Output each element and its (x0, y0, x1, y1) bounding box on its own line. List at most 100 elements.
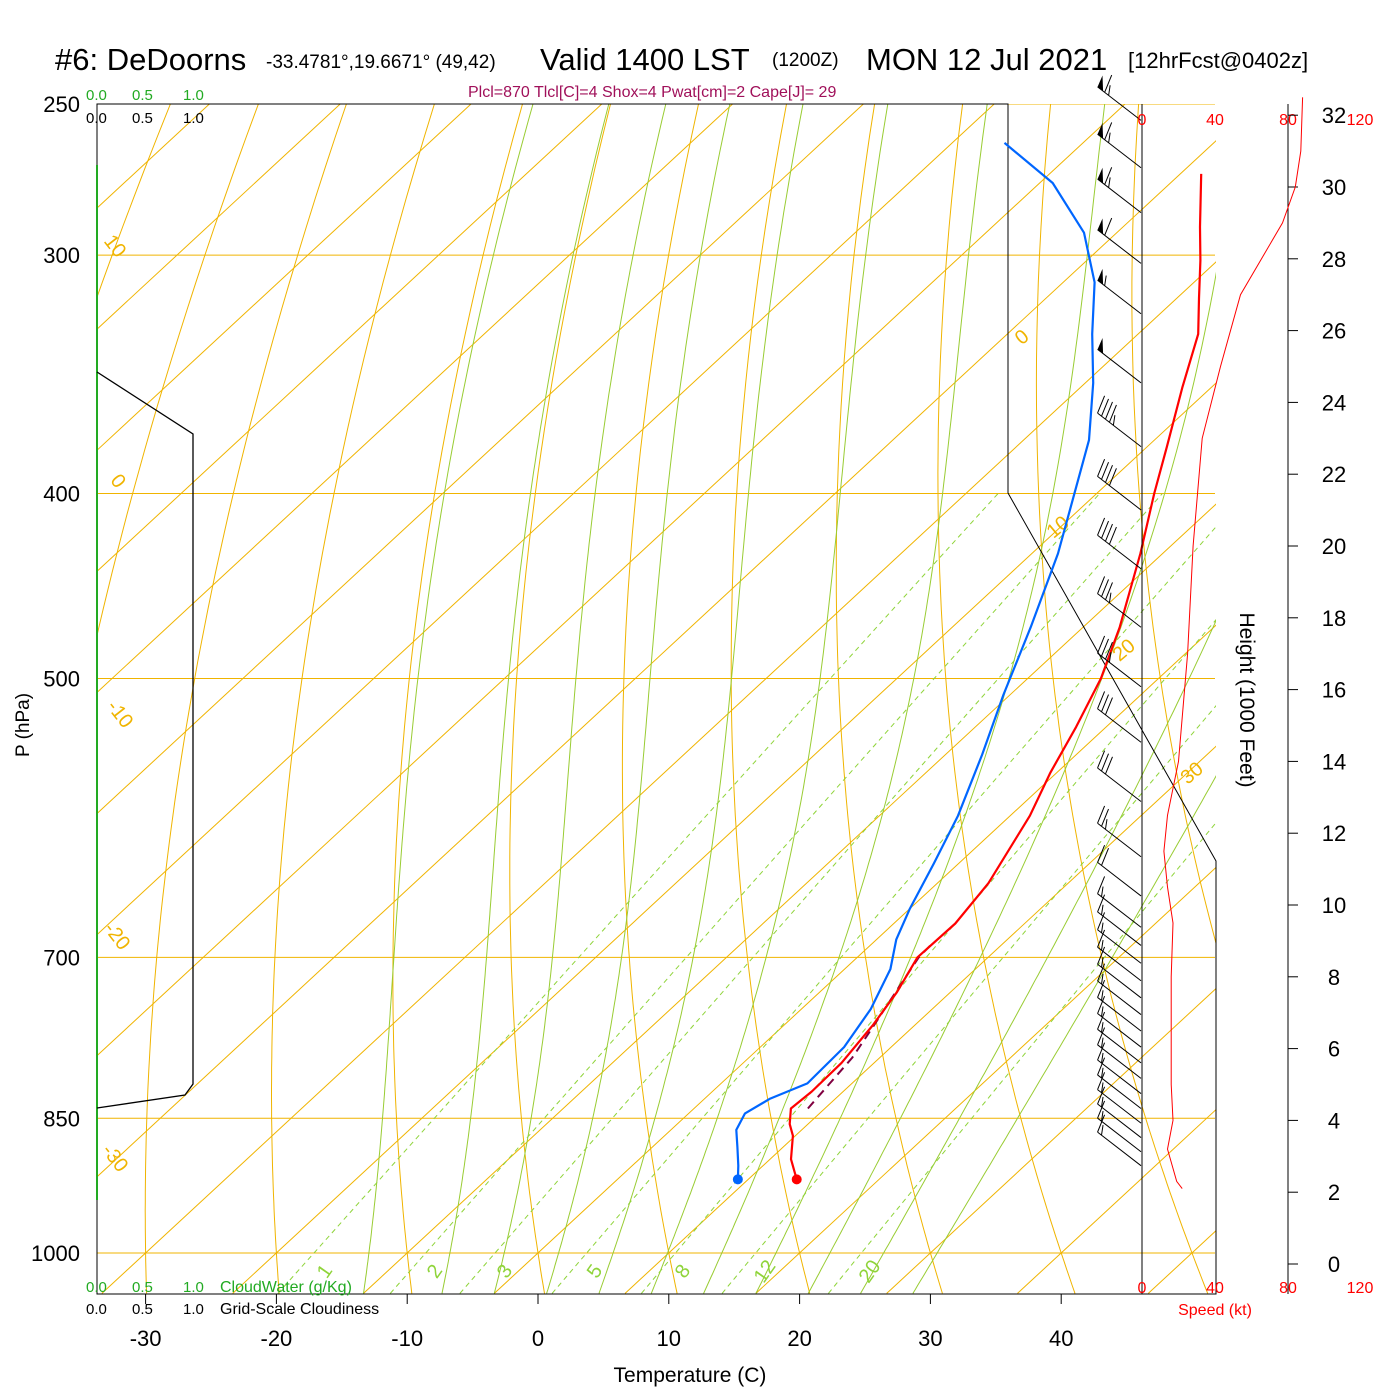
barb-feather (1104, 819, 1108, 830)
barb-pennant (1097, 167, 1104, 184)
pressure-tick-label: 400 (43, 482, 80, 507)
x-tick-label: -20 (261, 1326, 293, 1351)
barb-feather (1097, 1057, 1106, 1076)
barb-feather (1097, 517, 1106, 536)
pressure-tick-label: 850 (43, 1106, 80, 1131)
wind-barb (1097, 946, 1142, 999)
dry-adiabat-label: 0 (106, 470, 130, 492)
barb-staff (1097, 229, 1142, 264)
height-tick-label: 26 (1322, 319, 1346, 344)
barb-staff (1097, 86, 1142, 121)
isotherm-line (232, 382, 1216, 1294)
barb-feather (1097, 894, 1106, 913)
isotherm-line (1147, 1230, 1216, 1294)
barb-feather (1101, 973, 1104, 985)
isotherm-line (97, 104, 734, 694)
pressure-tick-label: 250 (43, 92, 80, 117)
height-tick-label: 30 (1322, 175, 1346, 200)
wind-barb (1097, 167, 1142, 213)
wind-barb (1097, 458, 1142, 511)
height-tick-label: 4 (1328, 1108, 1340, 1133)
barb-feather (1097, 750, 1106, 769)
wind-barb (1097, 805, 1142, 858)
barb-staff (1097, 348, 1142, 384)
isotherm-line (101, 261, 1216, 1294)
forecast-cycle: [12hrFcst@0402z] (1128, 48, 1309, 73)
barb-feather (1097, 1114, 1106, 1133)
wind-barb (1097, 1114, 1142, 1167)
barb-feather (1104, 74, 1113, 93)
isotherm-line (97, 104, 995, 936)
wind-barb (1097, 912, 1142, 964)
height-tick-label: 12 (1322, 821, 1346, 846)
barb-feather (1108, 85, 1111, 96)
forecast-date: MON 12 Jul 2021 (866, 42, 1108, 77)
cloudwater-scale-2-bottom: 1.0 (183, 1279, 204, 1296)
valid-time: Valid 1400 LST (540, 42, 750, 77)
dry-adiabat-label: 10 (99, 231, 130, 262)
barb-feather (1097, 844, 1106, 863)
barb-pennant (1097, 75, 1104, 92)
barb-feather (1108, 592, 1112, 603)
wind-barb (1097, 894, 1142, 946)
height-tick-label: 6 (1328, 1037, 1340, 1062)
wind-barb (1097, 576, 1142, 628)
x-tick-label: 20 (787, 1326, 811, 1351)
barb-feather (1104, 465, 1113, 483)
mixing-ratio-line (277, 493, 999, 1294)
barb-feather (1101, 462, 1109, 480)
wind-barb (1097, 1100, 1142, 1153)
cloudwater-label: CloudWater (g/Kg) (220, 1279, 352, 1296)
barb-feather (1097, 458, 1106, 477)
barb-feather (1097, 979, 1106, 998)
barb-feather (1104, 641, 1113, 660)
isotherm-line (886, 987, 1216, 1294)
x-tick-label: 0 (532, 1326, 544, 1351)
pressure-tick-label: 1000 (31, 1241, 80, 1266)
barb-feather (1101, 694, 1109, 712)
barb-feather (1101, 520, 1109, 539)
height-tick-label: 14 (1322, 749, 1346, 774)
wind-barb (1097, 1086, 1142, 1138)
dry-adiabat-label: -10 (102, 696, 137, 732)
barb-feather (1097, 1027, 1106, 1045)
barb-feather (1101, 808, 1109, 827)
barb-feather (1097, 1072, 1106, 1090)
barb-feather (1101, 398, 1109, 417)
wind-barb (1097, 338, 1142, 384)
barb-feather (1104, 275, 1107, 286)
cloudiness-trace (96, 371, 194, 1109)
moist-adiabat-line (912, 775, 1216, 1294)
cloudwater-scale-1-bottom: 0.5 (132, 1279, 153, 1296)
cloud-scale-bottom: 0.0 0.5 1.0 CloudWater (g/Kg) 0.0 0.5 1.… (86, 1279, 379, 1318)
isotherm-line (97, 104, 472, 451)
barb-staff (1097, 1074, 1142, 1109)
speed-axis-label: Speed (kt) (1178, 1302, 1252, 1319)
surface-temperature-point (791, 1174, 802, 1185)
mixing-ratio-label: 3 (493, 1261, 517, 1283)
sounding-profiles (732, 142, 1203, 1185)
speed-tick-label-top: 40 (1206, 112, 1224, 129)
barb-staff (1097, 534, 1142, 570)
wind-speed-line (1163, 97, 1304, 1189)
barb-staff (1097, 963, 1142, 999)
station-coords: -33.4781°,19.6671° (49,42) (266, 52, 496, 73)
wind-barb (1097, 635, 1142, 688)
barb-feather (1097, 946, 1106, 965)
x-tick-label: -10 (391, 1326, 423, 1351)
parcel-profile-line (807, 944, 932, 1110)
barb-feather (1108, 132, 1111, 143)
isotherm-line (624, 745, 1216, 1294)
mixing-ratio-line (551, 526, 1216, 1294)
height-tick-label: 20 (1322, 534, 1346, 559)
isotherm-line (363, 503, 1216, 1294)
wind-barb (1097, 876, 1142, 928)
barb-staff (1097, 178, 1142, 213)
cloudiness-scale-1-bottom: 0.5 (132, 1301, 153, 1318)
barb-feather (1097, 996, 1106, 1014)
dry-adiabat-label: -30 (97, 1140, 132, 1176)
cloudwater-scale-0-bottom: 0.0 (86, 1279, 107, 1296)
cloudiness-scale-1: 0.5 (132, 110, 153, 127)
barb-feather (1104, 122, 1113, 140)
wind-barb (1097, 996, 1142, 1048)
